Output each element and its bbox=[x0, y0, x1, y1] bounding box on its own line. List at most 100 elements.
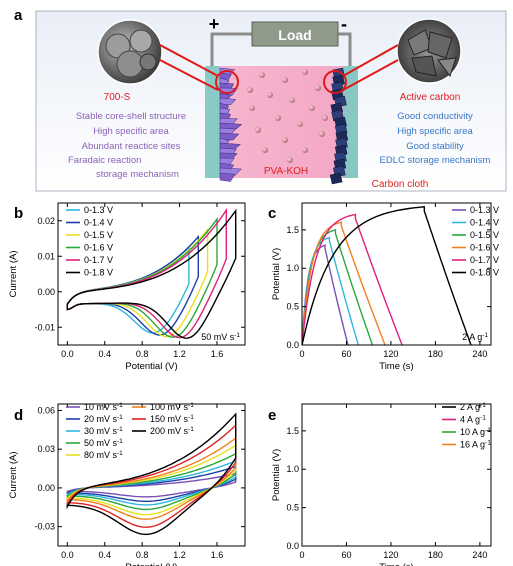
series-curve-4 bbox=[302, 213, 403, 345]
ion-sphere bbox=[267, 92, 273, 98]
x-tick-label: 120 bbox=[383, 349, 398, 359]
sem-flakes bbox=[407, 29, 457, 78]
x-tick-label: 120 bbox=[383, 550, 398, 560]
panel-label-e: e bbox=[268, 407, 276, 424]
left-properties: Stable core-shell structure High specifi… bbox=[68, 111, 186, 180]
left-prop-2: High specific area bbox=[93, 126, 169, 137]
series-curve-3 bbox=[302, 221, 386, 345]
legend-label: 10 mV s-1 bbox=[84, 402, 123, 413]
electrode-particle bbox=[219, 172, 236, 182]
legend-label: 4 A g-1 bbox=[460, 414, 486, 425]
ion-sphere bbox=[275, 115, 281, 121]
electrolyte-ions bbox=[247, 69, 328, 163]
y-axis-label: Potential (V) bbox=[271, 248, 282, 300]
y-tick-label: 1.0 bbox=[286, 263, 299, 273]
collector-label: Carbon cloth bbox=[372, 179, 429, 190]
left-prop-4: Faradaic reaction bbox=[68, 155, 141, 166]
x-axis-label: Potential (V) bbox=[125, 361, 177, 372]
ion-sphere bbox=[282, 77, 288, 83]
y-tick-label: 0.03 bbox=[37, 444, 55, 454]
panel-label-a: a bbox=[14, 7, 23, 24]
ion-sphere bbox=[302, 69, 308, 75]
load-box bbox=[251, 21, 339, 47]
legend-label: 0-1.4 V bbox=[84, 218, 113, 228]
y-tick-label: 0.00 bbox=[37, 483, 55, 493]
panel-e-gcd-current-densities: e 0 60 120 180 240 0.0 0.5 1.0 1.5 Time (s) Potenti… bbox=[268, 402, 492, 566]
y-tick-label: 1.5 bbox=[286, 225, 299, 235]
material-label-active-carbon: Active carbon bbox=[400, 92, 461, 103]
ion-sphere bbox=[259, 72, 265, 78]
series-curve-3 bbox=[66, 452, 237, 511]
x-tick-label: 60 bbox=[341, 349, 351, 359]
legend-label: 16 A g-1 bbox=[460, 439, 491, 450]
x-axis-label: Potential (V) bbox=[125, 562, 177, 566]
plot-area bbox=[66, 412, 237, 536]
x-tick-label: 1.2 bbox=[173, 550, 186, 560]
load-label: Load bbox=[278, 27, 311, 43]
y-axis-label: Potential (V) bbox=[271, 449, 282, 501]
plot-frame bbox=[57, 202, 246, 346]
left-prop-5: storage mechanism bbox=[96, 169, 179, 180]
sem-spheres bbox=[105, 29, 157, 78]
legend-label: 0-1.5 V bbox=[470, 230, 499, 240]
wire-left bbox=[210, 32, 252, 66]
positive-electrode-700s bbox=[219, 67, 243, 182]
legend-label: 0-1.5 V bbox=[84, 230, 113, 240]
y-tick-label: 1.5 bbox=[286, 426, 299, 436]
electrode-particle bbox=[219, 132, 240, 141]
left-prop-1: Stable core-shell structure bbox=[76, 111, 186, 122]
series-curve-6 bbox=[66, 423, 237, 528]
ion-sphere bbox=[287, 157, 293, 163]
plot-area bbox=[66, 207, 237, 339]
x-tick-label: 0.8 bbox=[136, 349, 149, 359]
x-tick-label: 0.4 bbox=[98, 550, 111, 560]
y-axis-label: Current (A) bbox=[8, 452, 19, 499]
series-curve-5 bbox=[66, 436, 237, 520]
x-tick-label: 0.4 bbox=[98, 349, 111, 359]
legend-label: 0-1.7 V bbox=[470, 255, 499, 265]
plot-frame bbox=[57, 403, 246, 547]
plot-area bbox=[302, 206, 472, 345]
panel-c-gcd-windows: c 0 60 120 180 240 0.0 0.5 1.0 1.5 Time (s) Potenti… bbox=[268, 202, 499, 372]
x-tick-label: 180 bbox=[428, 550, 443, 560]
minus-sign: - bbox=[341, 14, 347, 34]
y-tick-label: -0.01 bbox=[34, 322, 55, 332]
y-tick-label: 1.0 bbox=[286, 464, 299, 474]
ion-sphere bbox=[309, 105, 315, 111]
pointer-line-right-2 bbox=[342, 59, 399, 91]
ion-sphere bbox=[315, 85, 321, 91]
y-tick-label: 0.0 bbox=[286, 541, 299, 551]
panel-d-cv-scan-rates: d 0.0 0.4 0.8 1.2 1.6 -0.03 0.00 0.03 0.06 Potenti… bbox=[8, 402, 246, 566]
x-tick-label: 1.6 bbox=[211, 550, 224, 560]
legend-label: 0-1.6 V bbox=[470, 243, 499, 253]
series-curve-0 bbox=[66, 472, 237, 498]
right-prop-1: Good conductivity bbox=[397, 111, 473, 122]
condition-annotation: 2 A g-1 bbox=[462, 332, 488, 343]
left-prop-3: Abundant reactice sites bbox=[82, 141, 181, 152]
legend-label: 200 mV s-1 bbox=[150, 426, 194, 437]
legend-label: 0-1.4 V bbox=[470, 218, 499, 228]
panel-label-b: b bbox=[14, 205, 23, 222]
ion-sphere bbox=[322, 115, 328, 121]
y-tick-label: -0.03 bbox=[34, 522, 55, 532]
y-tick-label: 0.01 bbox=[37, 251, 55, 261]
legend-label: 0-1.8 V bbox=[470, 268, 499, 278]
x-tick-label: 0.8 bbox=[136, 550, 149, 560]
series-curve-5 bbox=[302, 206, 472, 345]
y-tick-label: 0.5 bbox=[286, 302, 299, 312]
panel-a-schematic: a Load + - bbox=[14, 7, 507, 192]
x-tick-label: 240 bbox=[472, 349, 487, 359]
wire-right bbox=[338, 32, 352, 66]
plot-frame bbox=[301, 202, 492, 346]
panel-b-cv-windows: b 0.0 0.4 0.8 1.2 1.6 -0.01 0.00 0.01 0.02 Potenti… bbox=[8, 202, 246, 372]
legend: 0-1.3 V 0-1.4 V 0-1.5 V 0-1.6 V 0-1.7 V 0-1.8… bbox=[452, 205, 499, 278]
legend-label: 0-1.6 V bbox=[84, 243, 113, 253]
magnify-circle-right bbox=[323, 70, 347, 94]
ion-sphere bbox=[262, 147, 268, 153]
series-curve-2 bbox=[66, 459, 237, 506]
legend-label: 20 mV s-1 bbox=[84, 414, 123, 425]
legend-label: 0-1.3 V bbox=[470, 205, 499, 215]
left-carbon-cloth bbox=[205, 66, 220, 178]
series-curve-7 bbox=[66, 412, 237, 536]
y-tick-label: 0.02 bbox=[37, 216, 55, 226]
